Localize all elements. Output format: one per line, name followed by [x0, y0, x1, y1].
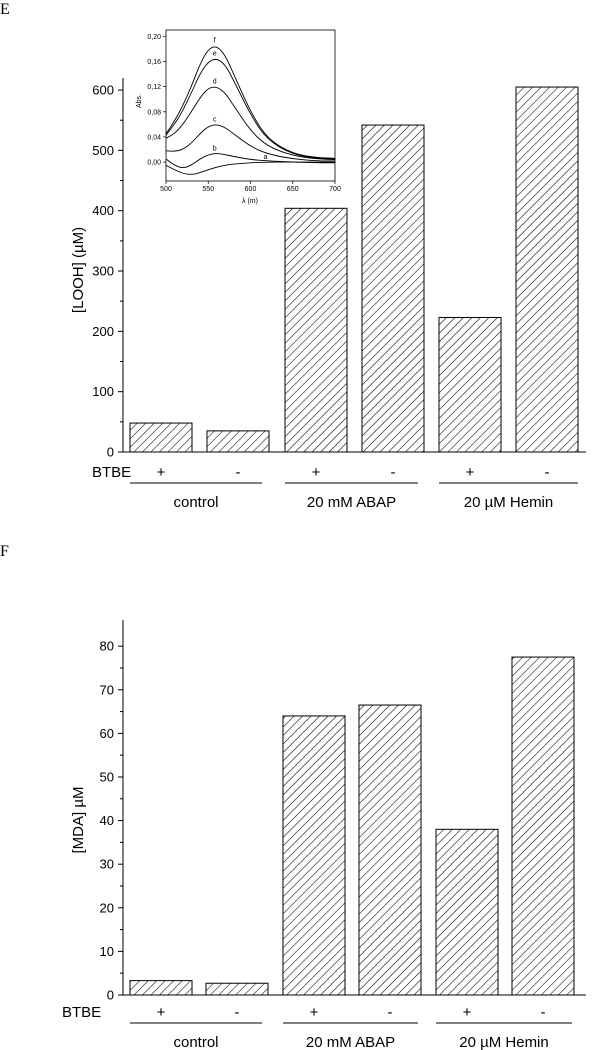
inset-series: a b c d ef [165, 38, 336, 175]
category-label: + [157, 1004, 166, 1021]
inset-spectrum-chart: Abs. λ (m) 500 550 600 650 700 0,00 0,04 0,08 0,… [136, 29, 341, 205]
inset-y-tick-label: 0,04 [147, 134, 161, 141]
group-label: 20 mM ABAP [307, 494, 396, 511]
y-tick-label: 10 [100, 944, 114, 959]
bar [205, 982, 269, 996]
inset-axes: 500 550 600 650 700 0,00 0,04 0,08 0,12 0,16 0,20 [147, 29, 341, 193]
bar [438, 316, 502, 453]
bar [515, 86, 579, 453]
inset-series-label: c [213, 116, 217, 123]
category-label: - [388, 1004, 393, 1021]
panel-e-row-label: BTBE [92, 464, 131, 481]
inset-series-line [165, 153, 336, 169]
category-label: - [545, 464, 550, 481]
inset-series-line [165, 46, 336, 159]
panel-f-group-labels: control 20 mM ABAP 20 µM Hemin [130, 1022, 572, 1050]
category-label: - [391, 464, 396, 481]
inset-series-line [165, 124, 336, 162]
y-tick-label: 20 [100, 900, 114, 915]
y-tick-label: 80 [100, 639, 114, 654]
panel-e-axes: 0 100 200 300 400 500 600 [92, 78, 586, 460]
inset-y-tick-label: 0,16 [147, 59, 161, 66]
panel-e-bars [129, 86, 579, 453]
inset-y-tick-label: 0,20 [147, 34, 161, 41]
inset-y-tick-label: 0,12 [147, 84, 161, 91]
y-tick-label: 500 [92, 143, 114, 158]
inset-series-label: b [213, 145, 217, 152]
category-label: + [312, 464, 321, 481]
inset-xlabel: λ (m) [242, 198, 258, 205]
bar [282, 715, 346, 996]
y-tick-label: 50 [100, 769, 114, 784]
bar [435, 828, 499, 996]
y-tick-label: 30 [100, 857, 114, 872]
y-tick-label: 100 [92, 384, 114, 399]
y-tick-label: 40 [100, 813, 114, 828]
inset-series-line [165, 86, 336, 161]
category-label: - [541, 1004, 546, 1021]
y-tick-label: 200 [92, 324, 114, 339]
panel-f-ylabel: [MDA] µM [70, 787, 87, 854]
category-label: + [157, 464, 166, 481]
inset-y-tick-label: 0,08 [147, 109, 161, 116]
group-label: 20 µM Hemin [464, 494, 554, 511]
group-label: control [173, 494, 218, 511]
y-tick-label: 60 [100, 726, 114, 741]
y-tick-label: 300 [92, 264, 114, 279]
panel-f-axes: 0 10 20 30 40 50 60 70 80 [100, 620, 586, 1003]
inset-ylabel: Abs. [136, 94, 143, 108]
inset-x-tick-label: 600 [245, 186, 257, 193]
panel-e-letter: E [0, 1, 10, 18]
bar [358, 704, 422, 996]
inset-series-label: d [213, 79, 217, 86]
bar [511, 656, 575, 996]
inset-series-label: f [214, 38, 216, 45]
inset-series-label: e [213, 50, 217, 57]
bar [129, 422, 193, 453]
y-tick-label: 400 [92, 203, 114, 218]
panel-e-group-labels: control 20 mM ABAP 20 µM Hemin [130, 482, 578, 511]
group-label: 20 µM Hemin [459, 1034, 549, 1050]
category-label: + [463, 1004, 472, 1021]
group-label: control [173, 1034, 218, 1050]
category-label: - [235, 1004, 240, 1021]
category-label: + [466, 464, 475, 481]
panel-e-category-labels: + - + - + - [157, 464, 550, 481]
y-tick-label: 0 [107, 445, 114, 460]
panel-f: F [MDA] µM BTBE 0 10 20 30 40 50 60 70 80 + - + - + -… [0, 543, 586, 1050]
inset-x-tick-label: 550 [202, 186, 214, 193]
inset-x-tick-label: 700 [329, 186, 341, 193]
bar [361, 124, 425, 453]
panel-e: E [LOOH] (µM) BTBE 0 100 200 300 400 500 600 +… [0, 1, 586, 511]
bar [129, 980, 193, 996]
panel-f-bars [129, 656, 575, 996]
y-tick-label: 70 [100, 682, 114, 697]
inset-x-tick-label: 500 [160, 186, 172, 193]
inset-series-label: a [263, 154, 267, 161]
panel-e-ylabel: [LOOH] (µM) [70, 227, 87, 313]
inset-y-tick-label: 0,00 [147, 160, 161, 167]
y-tick-label: 0 [107, 988, 114, 1003]
y-tick-label: 600 [92, 83, 114, 98]
bar [284, 207, 348, 453]
category-label: + [310, 1004, 319, 1021]
category-label: - [236, 464, 241, 481]
panel-f-row-label: BTBE [62, 1004, 101, 1021]
inset-series-line [165, 58, 336, 160]
bar [206, 430, 270, 453]
panel-f-letter: F [0, 543, 9, 560]
panel-f-category-labels: + - + - + - [157, 1004, 546, 1021]
inset-x-tick-label: 650 [287, 186, 299, 193]
group-label: 20 mM ABAP [306, 1034, 395, 1050]
